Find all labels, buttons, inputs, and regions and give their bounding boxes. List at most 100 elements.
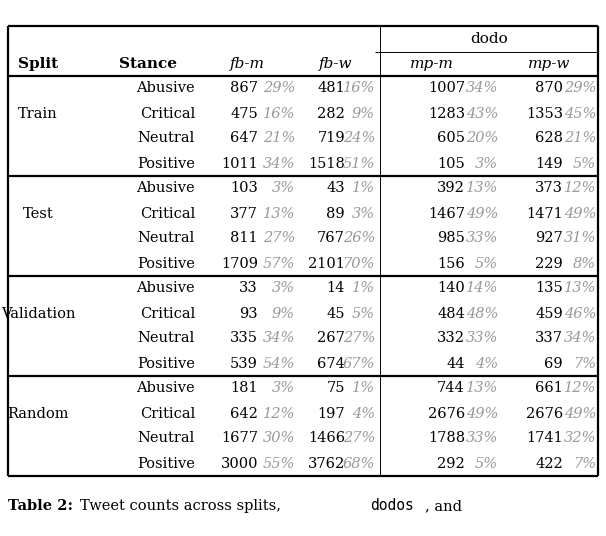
Text: 55%: 55% <box>262 457 295 471</box>
Text: 282: 282 <box>317 107 345 121</box>
Text: 49%: 49% <box>465 206 498 220</box>
Text: 69: 69 <box>544 356 563 370</box>
Text: Tweet counts across splits,: Tweet counts across splits, <box>80 499 281 513</box>
Text: 539: 539 <box>230 356 258 370</box>
Text: 44: 44 <box>447 356 465 370</box>
Text: 867: 867 <box>230 81 258 95</box>
Text: 103: 103 <box>230 182 258 196</box>
Text: 93: 93 <box>239 307 258 321</box>
Text: 484: 484 <box>437 307 465 321</box>
Text: 1518: 1518 <box>308 157 345 170</box>
Text: 1011: 1011 <box>221 157 258 170</box>
Text: 5%: 5% <box>352 307 375 321</box>
Text: 422: 422 <box>535 457 563 471</box>
Text: 9%: 9% <box>272 307 295 321</box>
Text: 13%: 13% <box>262 206 295 220</box>
Text: fb-w: fb-w <box>319 57 352 71</box>
Text: Test: Test <box>22 206 53 220</box>
Text: 149: 149 <box>535 157 563 170</box>
Text: 27%: 27% <box>262 232 295 245</box>
Text: Neutral: Neutral <box>138 331 195 346</box>
Text: 229: 229 <box>535 257 563 271</box>
Text: 31%: 31% <box>564 232 596 245</box>
Text: 3%: 3% <box>272 382 295 396</box>
Text: Neutral: Neutral <box>138 232 195 245</box>
Text: 33%: 33% <box>465 431 498 445</box>
Text: , and: , and <box>425 499 462 513</box>
Text: 744: 744 <box>438 382 465 396</box>
Text: 27%: 27% <box>342 331 375 346</box>
Text: Positive: Positive <box>137 257 195 271</box>
Text: 1471: 1471 <box>526 206 563 220</box>
Text: 2676: 2676 <box>526 406 563 421</box>
Text: 34%: 34% <box>262 157 295 170</box>
Text: Abusive: Abusive <box>136 182 195 196</box>
Text: 1467: 1467 <box>428 206 465 220</box>
Text: 1677: 1677 <box>221 431 258 445</box>
Text: 33: 33 <box>239 281 258 295</box>
Text: 43%: 43% <box>465 107 498 121</box>
Text: 156: 156 <box>438 257 465 271</box>
Text: 16%: 16% <box>262 107 295 121</box>
Text: 373: 373 <box>535 182 563 196</box>
Text: 9%: 9% <box>352 107 375 121</box>
Text: 661: 661 <box>535 382 563 396</box>
Text: 481: 481 <box>318 81 345 95</box>
Text: 3%: 3% <box>272 182 295 196</box>
Text: fb-m: fb-m <box>230 57 265 71</box>
Text: Critical: Critical <box>140 206 195 220</box>
Text: 1353: 1353 <box>526 107 563 121</box>
Text: 20%: 20% <box>465 131 498 145</box>
Text: 332: 332 <box>437 331 465 346</box>
Text: Stance: Stance <box>119 57 177 71</box>
Text: 140: 140 <box>438 281 465 295</box>
Text: 54%: 54% <box>262 356 295 370</box>
Text: 2101: 2101 <box>308 257 345 271</box>
Text: 13%: 13% <box>564 281 596 295</box>
Text: 51%: 51% <box>342 157 375 170</box>
Text: 459: 459 <box>535 307 563 321</box>
Text: 3000: 3000 <box>221 457 258 471</box>
Text: 647: 647 <box>230 131 258 145</box>
Text: 3%: 3% <box>475 157 498 170</box>
Text: 14%: 14% <box>465 281 498 295</box>
Text: 335: 335 <box>230 331 258 346</box>
Text: 57%: 57% <box>262 257 295 271</box>
Text: 628: 628 <box>535 131 563 145</box>
Text: 49%: 49% <box>564 206 596 220</box>
Text: 3762: 3762 <box>308 457 345 471</box>
Text: 33%: 33% <box>465 331 498 346</box>
Text: 34%: 34% <box>564 331 596 346</box>
Text: 67%: 67% <box>342 356 375 370</box>
Text: 48%: 48% <box>465 307 498 321</box>
Text: dodos: dodos <box>370 498 414 513</box>
Text: 197: 197 <box>318 406 345 421</box>
Text: 392: 392 <box>437 182 465 196</box>
Text: mp-w: mp-w <box>528 57 570 71</box>
Text: 1007: 1007 <box>428 81 465 95</box>
Text: Table 2:: Table 2: <box>8 499 73 513</box>
Text: 21%: 21% <box>564 131 596 145</box>
Text: Critical: Critical <box>140 307 195 321</box>
Text: 34%: 34% <box>262 331 295 346</box>
Text: 642: 642 <box>230 406 258 421</box>
Text: 1283: 1283 <box>428 107 465 121</box>
Text: 3%: 3% <box>272 281 295 295</box>
Text: 292: 292 <box>438 457 465 471</box>
Text: 2676: 2676 <box>428 406 465 421</box>
Text: 33%: 33% <box>465 232 498 245</box>
Text: Train: Train <box>18 107 58 121</box>
Text: 1%: 1% <box>352 382 375 396</box>
Text: 811: 811 <box>230 232 258 245</box>
Text: Validation: Validation <box>1 307 75 321</box>
Text: 12%: 12% <box>564 182 596 196</box>
Text: Split: Split <box>18 57 58 71</box>
Text: 4%: 4% <box>352 406 375 421</box>
Text: Positive: Positive <box>137 356 195 370</box>
Text: Critical: Critical <box>140 406 195 421</box>
Text: 21%: 21% <box>262 131 295 145</box>
Text: 7%: 7% <box>573 356 596 370</box>
Text: 75: 75 <box>327 382 345 396</box>
Text: 1709: 1709 <box>221 257 258 271</box>
Text: 105: 105 <box>438 157 465 170</box>
